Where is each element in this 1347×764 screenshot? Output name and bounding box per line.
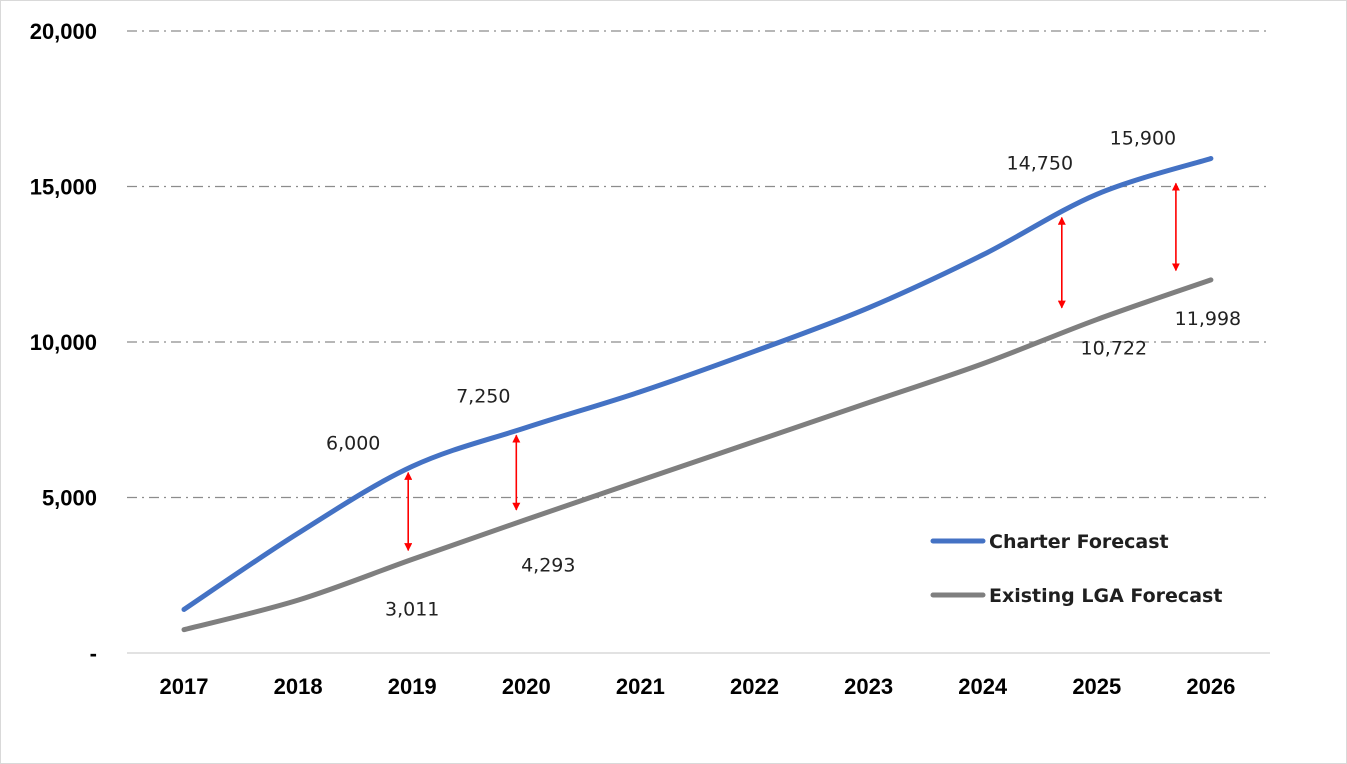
y-tick-label: 20,000	[30, 19, 97, 44]
x-tick-label: 2021	[616, 674, 665, 699]
series-lines	[181, 156, 1214, 633]
x-tick-label: 2019	[388, 674, 437, 699]
data-label: 11,998	[1175, 308, 1241, 330]
x-tick-label: 2025	[1072, 674, 1121, 699]
x-tick-label: 2024	[958, 674, 1008, 699]
data-label: 3,011	[385, 598, 439, 620]
data-label: 14,750	[1007, 152, 1073, 174]
data-label: 6,000	[326, 432, 380, 454]
y-tick-label: 5,000	[42, 486, 97, 511]
y-tick-label: -	[90, 641, 97, 666]
data-label: 4,293	[521, 554, 575, 576]
legend: Charter Forecast Existing LGA Forecast	[930, 531, 1222, 607]
x-tick-label: 2026	[1186, 674, 1235, 699]
data-label: 15,900	[1110, 128, 1176, 150]
axes: - 5,000 10,000 15,000 20,000 2017 2018 2019 2020…	[30, 19, 1270, 699]
x-tick-label: 2023	[844, 674, 893, 699]
data-label: 10,722	[1081, 338, 1147, 360]
legend-entry: Existing LGA Forecast	[989, 585, 1222, 607]
x-tick-label: 2022	[730, 674, 779, 699]
x-tick-label: 2018	[274, 674, 323, 699]
x-tick-label: 2020	[502, 674, 551, 699]
y-tick-label: 10,000	[30, 330, 97, 355]
series-line-existing-lga-forecast	[181, 277, 1214, 633]
x-tick-label: 2017	[160, 674, 209, 699]
data-label: 7,250	[456, 386, 510, 408]
gap-arrows	[404, 182, 1180, 552]
series-line-charter-forecast	[181, 156, 1214, 612]
legend-entry: Charter Forecast	[989, 531, 1169, 553]
data-labels: 6,000 7,250 14,750 15,900 3,011 4,293 10,722 11…	[326, 128, 1241, 621]
y-tick-label: 15,000	[30, 175, 97, 200]
gridlines	[127, 30, 1270, 499]
